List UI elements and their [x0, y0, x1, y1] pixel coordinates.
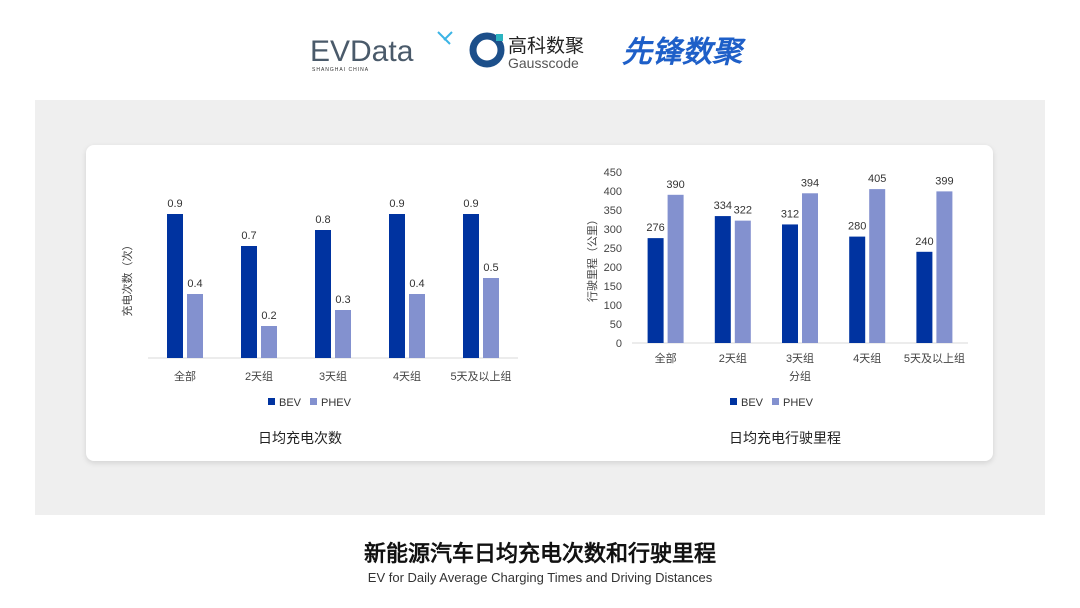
bar-phev — [667, 194, 684, 343]
evdata-logo: EVData SHANGHAI CHINA — [310, 31, 453, 73]
x-tick-label: 5天及以上组 — [904, 351, 965, 365]
data-label: 0.3 — [335, 294, 350, 306]
y-axis-title: 充电次数（次） — [120, 240, 134, 317]
bar-bev — [389, 214, 405, 358]
data-label: 0.4 — [409, 278, 424, 290]
data-label: 0.9 — [463, 198, 478, 210]
page-subtitle: EV for Daily Average Charging Times and … — [367, 570, 713, 585]
y-tick-label: 300 — [604, 224, 622, 236]
legend-swatch — [730, 398, 737, 405]
data-label: 322 — [734, 205, 752, 217]
bar-bev — [241, 246, 257, 358]
bar-phev — [335, 310, 351, 358]
data-label: 390 — [666, 179, 684, 191]
x-tick-label: 4天组 — [393, 369, 421, 383]
data-label: 334 — [714, 200, 732, 212]
data-label: 405 — [868, 173, 886, 185]
x-tick-label: 3天组 — [786, 351, 814, 365]
bar-phev — [409, 294, 425, 358]
legend-label: BEV — [741, 397, 764, 409]
x-tick-label: 全部 — [655, 351, 677, 365]
x-tick-label: 5天及以上组 — [450, 369, 511, 383]
gausscode-logo: 高科数聚 Gausscode — [469, 32, 584, 71]
bar-bev — [463, 214, 479, 358]
data-label: 312 — [781, 208, 799, 220]
y-tick-label: 400 — [604, 186, 622, 198]
chart-card — [86, 145, 993, 461]
data-label: 0.8 — [315, 214, 330, 226]
data-label: 276 — [646, 222, 664, 234]
y-tick-label: 50 — [610, 319, 622, 331]
data-label: 0.5 — [483, 262, 498, 274]
x-axis-title: 分组 — [789, 369, 811, 383]
legend-label: BEV — [279, 397, 302, 409]
chart-title: 日均充电行驶里程 — [729, 430, 841, 446]
data-label: 0.7 — [241, 230, 256, 242]
x-tick-label: 3天组 — [319, 369, 347, 383]
y-tick-label: 450 — [604, 167, 622, 179]
data-label: 399 — [935, 175, 953, 187]
y-axis-title: 行驶里程（公里） — [585, 214, 599, 302]
bar-phev — [936, 191, 953, 343]
bar-bev — [849, 236, 866, 343]
data-label: 0.9 — [389, 198, 404, 210]
y-tick-label: 100 — [604, 300, 622, 312]
legend-swatch — [268, 398, 275, 405]
x-tick-label: 全部 — [174, 369, 196, 383]
bar-bev — [167, 214, 183, 358]
svg-text:SHANGHAI CHINA: SHANGHAI CHINA — [312, 67, 369, 73]
chart-title: 日均充电次数 — [258, 430, 342, 446]
x-tick-label: 2天组 — [245, 369, 273, 383]
legend-label: PHEV — [783, 397, 814, 409]
data-label: 394 — [801, 177, 819, 189]
bar-phev — [734, 220, 751, 343]
legend-label: PHEV — [321, 397, 352, 409]
legend-swatch — [772, 398, 779, 405]
bar-phev — [869, 189, 886, 343]
x-tick-label: 4天组 — [853, 351, 881, 365]
svg-text:高科数聚: 高科数聚 — [508, 35, 584, 57]
bar-bev — [315, 230, 331, 358]
bar-phev — [261, 326, 277, 358]
svg-text:Gausscode: Gausscode — [508, 55, 579, 71]
bar-bev — [714, 216, 731, 343]
data-label: 0.9 — [167, 198, 182, 210]
y-tick-label: 0 — [616, 338, 622, 350]
svg-text:EVData: EVData — [310, 35, 414, 68]
legend-swatch — [310, 398, 317, 405]
y-tick-label: 150 — [604, 281, 622, 293]
x-tick-label: 2天组 — [719, 351, 747, 365]
bar-phev — [483, 278, 499, 358]
bar-bev — [782, 224, 798, 343]
page-title: 新能源汽车日均充电次数和行驶里程 — [363, 542, 716, 567]
bar-bev — [916, 251, 933, 343]
y-tick-label: 350 — [604, 205, 622, 217]
y-tick-label: 250 — [604, 243, 622, 255]
data-label: 240 — [915, 236, 933, 248]
data-label: 0.2 — [261, 310, 276, 322]
bar-phev — [802, 193, 818, 343]
data-label: 280 — [848, 221, 866, 233]
bar-bev — [647, 238, 664, 343]
y-tick-label: 200 — [604, 262, 622, 274]
xianfeng-logo: 先锋数聚 — [622, 36, 746, 69]
logo-bar: EVData SHANGHAI CHINA 高科数聚 Gausscode 先锋数… — [310, 31, 746, 73]
data-label: 0.4 — [187, 278, 202, 290]
bar-phev — [187, 294, 203, 358]
